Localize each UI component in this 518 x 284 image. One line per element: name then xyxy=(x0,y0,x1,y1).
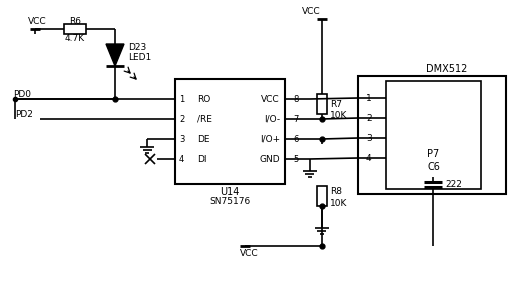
Bar xyxy=(175,79,285,184)
Text: 8: 8 xyxy=(293,95,298,103)
Bar xyxy=(64,24,86,34)
Text: GND: GND xyxy=(260,154,280,164)
Bar xyxy=(358,76,506,194)
Text: DMX512: DMX512 xyxy=(426,64,468,74)
Text: 5: 5 xyxy=(293,154,298,164)
Text: I/O+: I/O+ xyxy=(260,135,280,143)
Text: R8: R8 xyxy=(330,187,342,195)
Text: VCC: VCC xyxy=(28,16,47,26)
Text: 3: 3 xyxy=(179,135,184,143)
Text: R6: R6 xyxy=(69,16,81,26)
Bar xyxy=(317,94,327,114)
Text: 10K: 10K xyxy=(330,199,348,208)
Text: 2: 2 xyxy=(366,114,371,122)
Text: 6: 6 xyxy=(293,135,298,143)
Text: C6: C6 xyxy=(427,162,440,172)
Text: I/O-: I/O- xyxy=(264,114,280,124)
Text: VCC: VCC xyxy=(302,7,321,16)
Text: 1: 1 xyxy=(179,95,184,103)
Text: LED1: LED1 xyxy=(128,53,151,62)
Text: 2: 2 xyxy=(179,114,184,124)
Text: U14: U14 xyxy=(220,187,240,197)
Text: VCC: VCC xyxy=(262,95,280,103)
Bar xyxy=(386,81,481,189)
Text: /RE: /RE xyxy=(197,114,212,124)
Text: 1: 1 xyxy=(366,93,372,103)
Text: DE: DE xyxy=(197,135,209,143)
Text: 222: 222 xyxy=(445,179,463,189)
Text: R7: R7 xyxy=(330,99,342,108)
Text: DI: DI xyxy=(197,154,207,164)
Polygon shape xyxy=(106,44,124,66)
Text: SN75176: SN75176 xyxy=(209,197,251,206)
Text: D23: D23 xyxy=(128,43,146,51)
Text: 4: 4 xyxy=(366,153,371,162)
Text: 7: 7 xyxy=(293,114,298,124)
Bar xyxy=(317,186,327,206)
Text: PD2: PD2 xyxy=(15,110,33,118)
Text: 4: 4 xyxy=(179,154,184,164)
Text: 3: 3 xyxy=(366,133,372,143)
Text: 10K: 10K xyxy=(330,110,348,120)
Text: P7: P7 xyxy=(427,149,440,159)
Text: RO: RO xyxy=(197,95,210,103)
Text: PD0: PD0 xyxy=(13,89,31,99)
Text: 4.7K: 4.7K xyxy=(65,34,85,43)
Text: VCC: VCC xyxy=(240,248,258,258)
